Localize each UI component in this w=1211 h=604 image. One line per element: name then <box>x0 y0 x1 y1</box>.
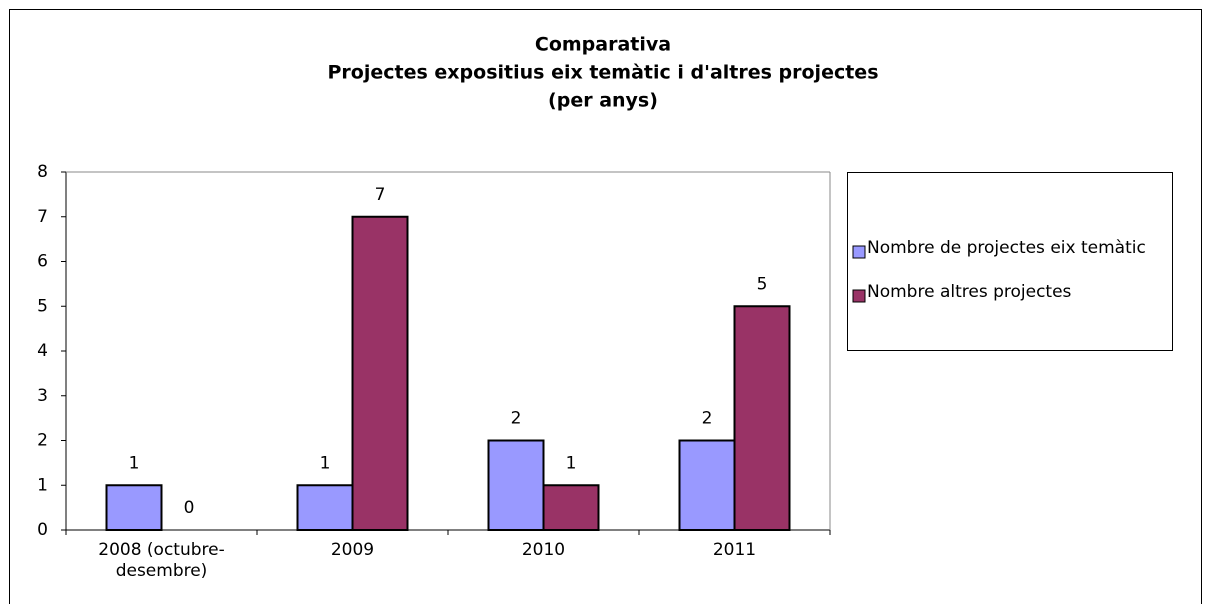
y-tick-label: 8 <box>37 162 48 182</box>
chart-frame <box>9 9 1202 604</box>
bar <box>678 439 736 531</box>
bar <box>542 484 600 531</box>
y-tick-label: 3 <box>37 386 48 406</box>
legend-swatch <box>852 289 866 303</box>
bar <box>105 484 163 531</box>
data-label: 5 <box>757 274 768 294</box>
x-tick-label: 2009 <box>330 540 375 560</box>
chart-title: Comparativa <box>535 34 671 56</box>
y-tick-label: 5 <box>37 296 48 316</box>
y-tick-label: 2 <box>37 431 48 451</box>
bar <box>487 439 545 531</box>
data-label: 2 <box>511 409 522 429</box>
legend-label: Nombre altres projectes <box>867 282 1072 302</box>
y-tick-label: 6 <box>37 252 48 272</box>
data-label: 2 <box>702 409 713 429</box>
data-label: 7 <box>375 185 386 205</box>
legend-swatch <box>852 245 866 259</box>
bar <box>296 484 354 531</box>
chart-title: Projectes expositius eix temàtic i d'alt… <box>328 62 879 84</box>
legend-box <box>847 172 1173 351</box>
data-label: 0 <box>184 498 195 518</box>
data-label: 1 <box>129 453 140 473</box>
y-tick-label: 1 <box>37 475 48 495</box>
y-tick-label: 4 <box>37 341 48 361</box>
bar <box>351 215 409 531</box>
x-tick-label: 2008 (octubre-desembre) <box>98 540 225 581</box>
chart-title: (per anys) <box>548 90 658 112</box>
y-tick-label: 0 <box>37 520 48 540</box>
x-tick-label: 2010 <box>521 540 566 560</box>
data-label: 1 <box>320 453 331 473</box>
x-tick-label: 2011 <box>712 540 757 560</box>
bar <box>733 305 791 531</box>
legend-label: Nombre de projectes eix temàtic <box>867 238 1146 258</box>
data-label: 1 <box>566 453 577 473</box>
y-tick-label: 7 <box>37 207 48 227</box>
